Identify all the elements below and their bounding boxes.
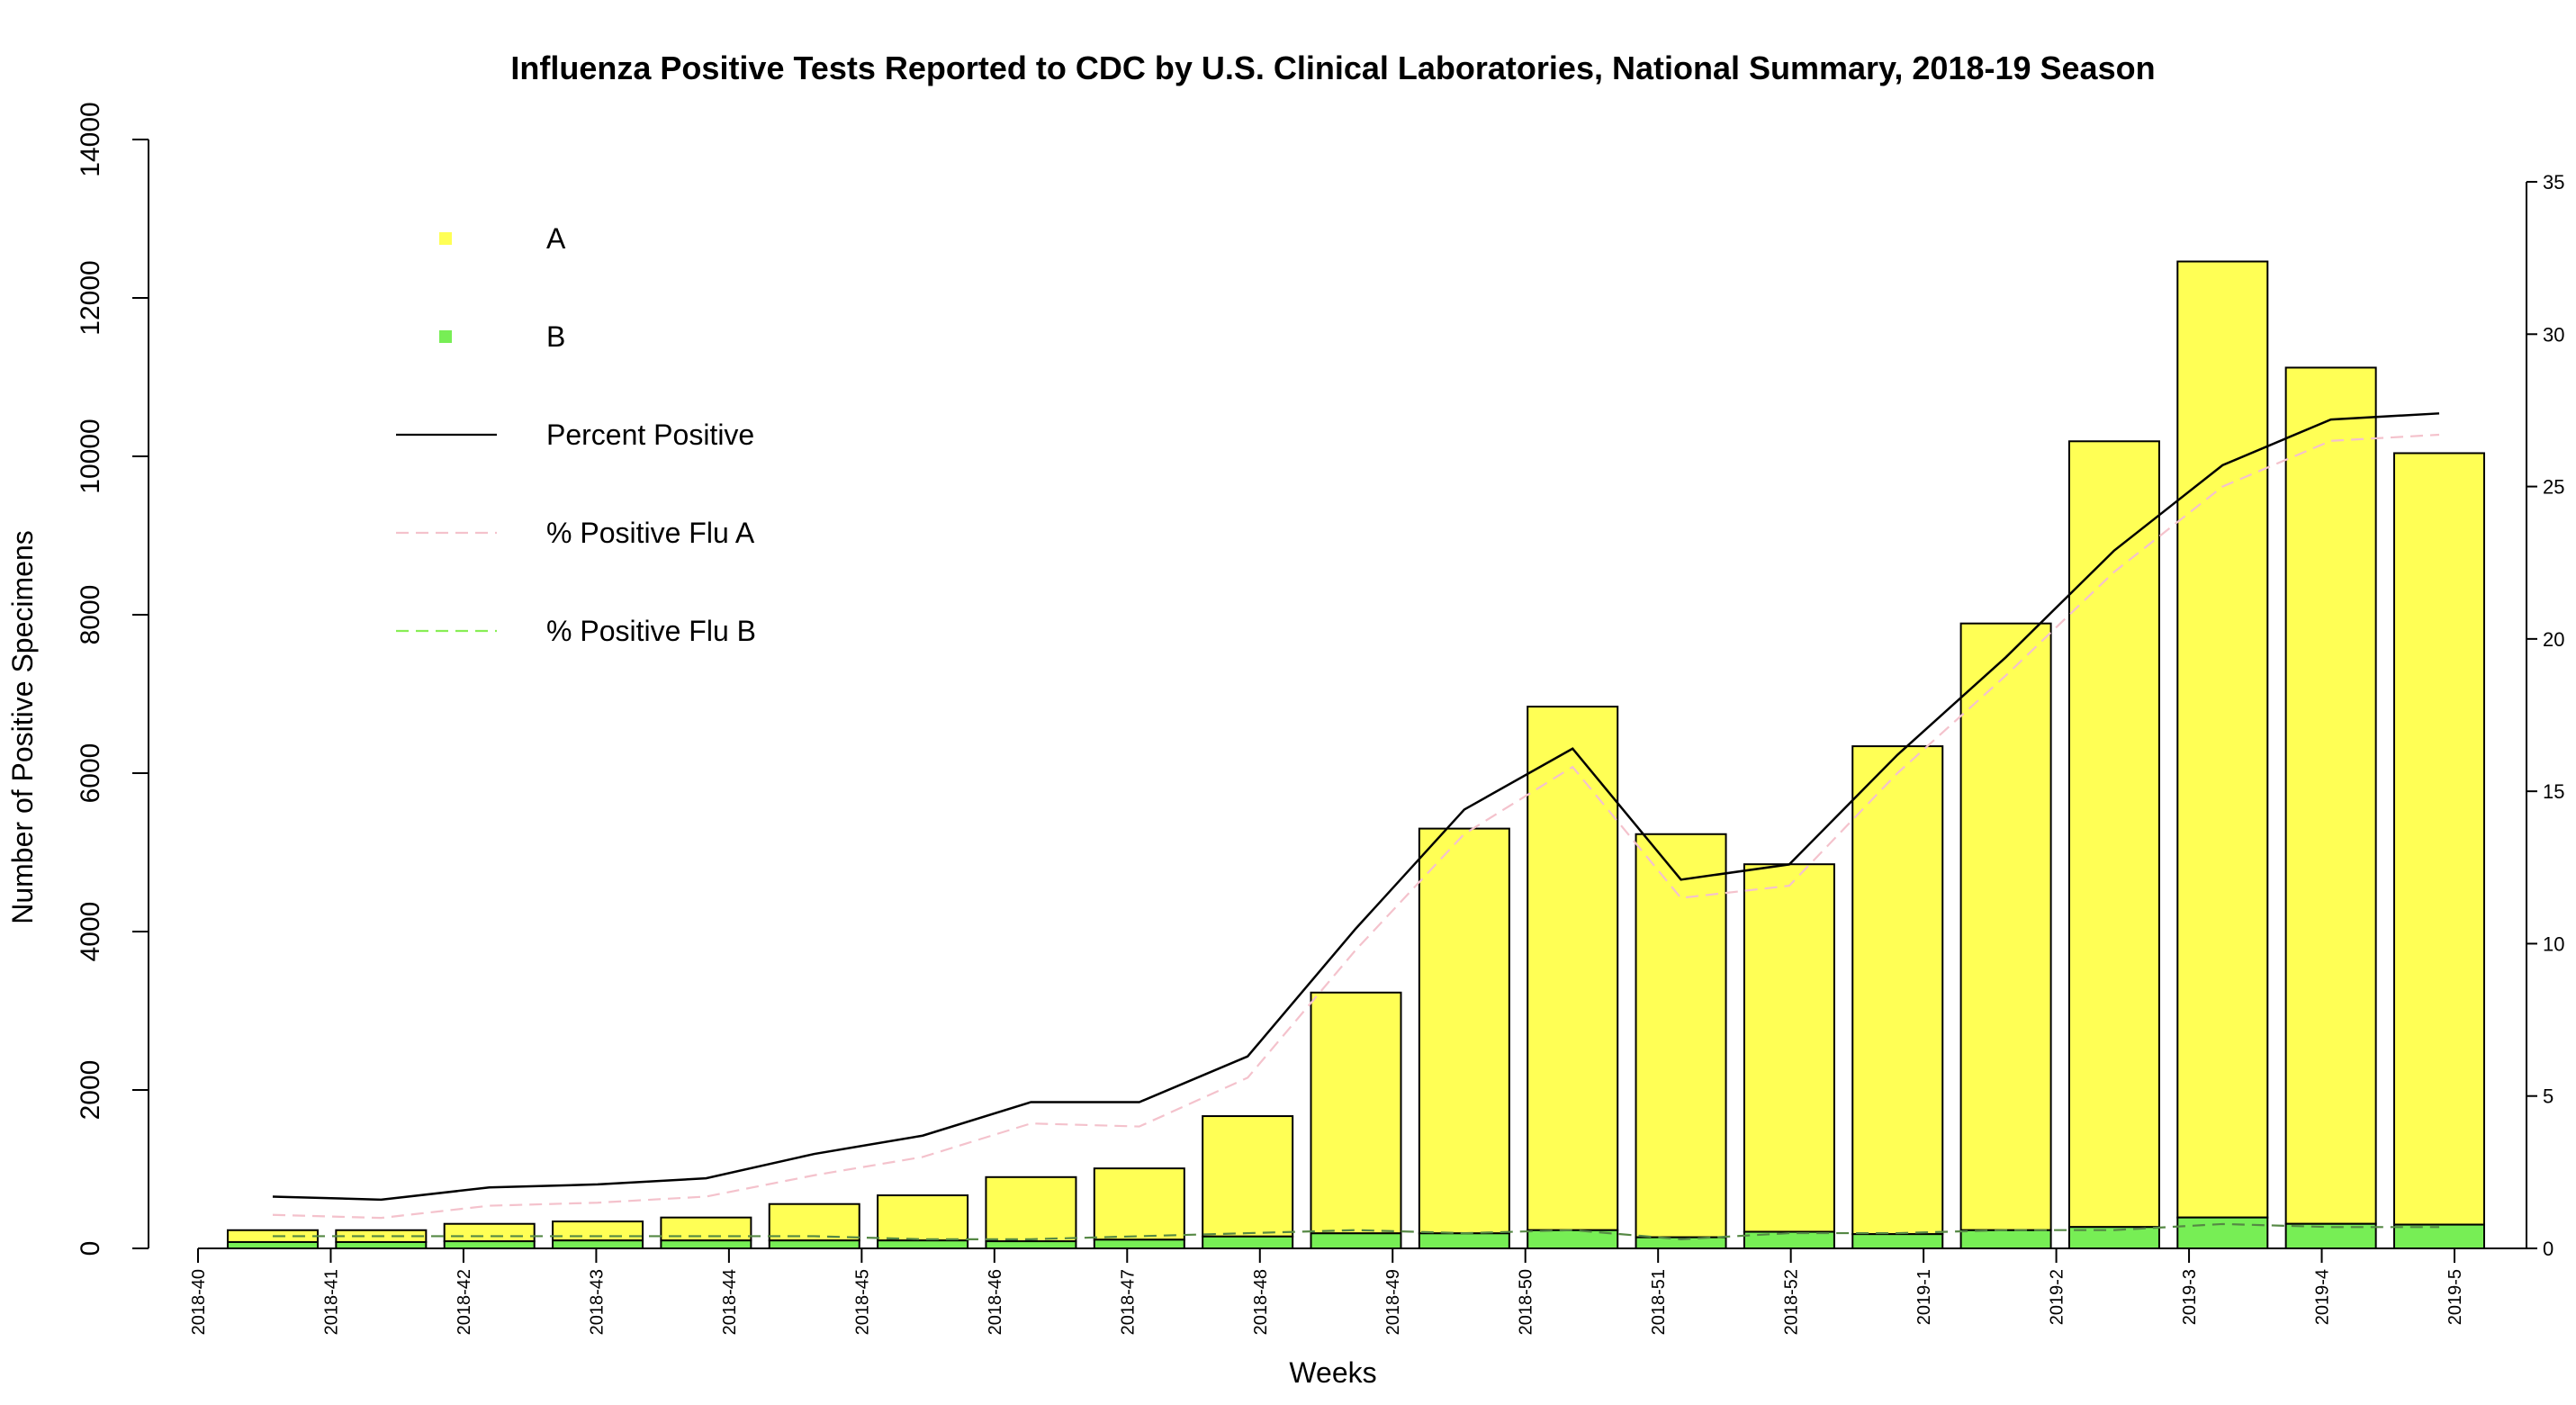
x-tick-label: 2018-51 bbox=[1649, 1269, 1669, 1335]
x-tick-label: 2019-2 bbox=[2048, 1269, 2067, 1325]
bar-flu-a bbox=[1202, 1115, 1294, 1238]
x-tick-label: 2019-4 bbox=[2313, 1269, 2333, 1325]
x-tick-label: 2018-49 bbox=[1383, 1269, 1403, 1335]
x-tick-label: 2018-46 bbox=[986, 1269, 1005, 1335]
x-tick-label: 2019-3 bbox=[2180, 1269, 2200, 1325]
bar-flu-a bbox=[2284, 366, 2377, 1225]
y-tick-label: 4000 bbox=[76, 902, 105, 962]
bar-flu-a bbox=[985, 1175, 1077, 1243]
legend-label: % Positive Flu B bbox=[546, 615, 756, 647]
legend-swatch bbox=[439, 330, 452, 343]
legend: A B Percent Positive % Positive Flu A % Posi… bbox=[396, 222, 756, 647]
axes-layer: 0 2000 4000 6000 8000 10000 12000 14000 2018-40 2… bbox=[76, 102, 2564, 1335]
y2-tick-label: 15 bbox=[2543, 780, 2564, 803]
bars-layer bbox=[227, 260, 2485, 1250]
x-tick-label: 2018-43 bbox=[587, 1269, 607, 1335]
x-tick-label: 2019-1 bbox=[1914, 1269, 1934, 1325]
bar-flu-a bbox=[1527, 706, 1619, 1231]
y-tick-label: 14000 bbox=[76, 102, 105, 176]
bar-flu-b bbox=[2176, 1216, 2269, 1250]
y-tick-label: 2000 bbox=[76, 1060, 105, 1121]
bar-flu-b bbox=[2393, 1223, 2485, 1249]
y2-tick-label: 10 bbox=[2543, 932, 2564, 955]
bar-flu-a bbox=[1310, 991, 1402, 1235]
bar-flu-b bbox=[985, 1240, 1077, 1249]
bar-flu-a bbox=[1743, 863, 1835, 1233]
bar-flu-a bbox=[877, 1194, 969, 1242]
x-tick-label: 2018-52 bbox=[1782, 1269, 1802, 1335]
percent-positive-flu-a-line bbox=[272, 433, 2440, 1220]
bar-flu-b bbox=[1851, 1233, 1944, 1250]
percent-positive-flu-b-line bbox=[273, 1222, 2439, 1240]
bar-flu-b bbox=[1202, 1235, 1294, 1250]
y2-tick-label: 30 bbox=[2543, 323, 2564, 346]
bar-flu-a bbox=[2176, 260, 2269, 1219]
x-tick-label: 2018-44 bbox=[720, 1269, 740, 1335]
bar-flu-a bbox=[2393, 452, 2485, 1226]
x-tick-label: 2018-47 bbox=[1118, 1269, 1138, 1335]
bar-flu-b bbox=[552, 1239, 644, 1249]
x-tick-label: 2018-40 bbox=[189, 1269, 209, 1335]
bar-flu-a bbox=[1093, 1167, 1185, 1241]
bar-flu-a bbox=[443, 1222, 536, 1243]
legend-label: B bbox=[546, 320, 565, 353]
y-tick-label: 6000 bbox=[76, 743, 105, 804]
lines-layer bbox=[272, 412, 2440, 1240]
bar-flu-b bbox=[443, 1240, 536, 1249]
y2-tick-label: 25 bbox=[2543, 476, 2564, 499]
bar-flu-b bbox=[877, 1239, 969, 1249]
x-tick-label: 2018-41 bbox=[321, 1269, 341, 1335]
bar-flu-b bbox=[1093, 1238, 1185, 1249]
bar-flu-b bbox=[1310, 1232, 1402, 1250]
bar-flu-a bbox=[1959, 622, 2052, 1231]
x-tick-label: 2018-45 bbox=[852, 1269, 872, 1335]
bar-flu-b bbox=[1418, 1232, 1510, 1250]
y-tick-label: 10000 bbox=[76, 419, 105, 493]
x-axis-title: Weeks bbox=[1289, 1356, 1376, 1389]
bar-flu-b bbox=[768, 1239, 860, 1249]
x-tick-label: 2018-42 bbox=[455, 1269, 474, 1335]
percent-positive-line bbox=[272, 412, 2440, 1202]
bar-flu-b bbox=[335, 1240, 428, 1249]
bar-flu-a bbox=[552, 1220, 644, 1242]
bar-flu-b bbox=[1959, 1229, 2052, 1250]
x-tick-label: 2019-5 bbox=[2445, 1269, 2465, 1325]
y2-tick-label: 5 bbox=[2543, 1085, 2553, 1108]
y-tick-label: 8000 bbox=[76, 585, 105, 645]
bar-flu-a bbox=[768, 1202, 860, 1242]
legend-label: Percent Positive bbox=[546, 419, 754, 451]
legend-swatch bbox=[439, 232, 452, 245]
bar-flu-a bbox=[2067, 440, 2160, 1229]
bar-flu-a bbox=[1851, 745, 1944, 1236]
y2-tick-label: 0 bbox=[2543, 1238, 2553, 1260]
y-axis-title: Number of Positive Specimens bbox=[6, 530, 39, 924]
bar-flu-a bbox=[1418, 827, 1510, 1235]
legend-label: A bbox=[546, 222, 566, 255]
y2-tick-label: 20 bbox=[2543, 628, 2564, 651]
x-tick-label: 2018-48 bbox=[1251, 1269, 1271, 1335]
legend-label: % Positive Flu A bbox=[546, 517, 755, 549]
chart-title: Influenza Positive Tests Reported to CDC… bbox=[510, 50, 2155, 86]
y-tick-label: 12000 bbox=[76, 260, 105, 335]
bar-flu-b bbox=[227, 1240, 319, 1249]
x-tick-label: 2018-50 bbox=[1517, 1269, 1536, 1335]
y2-tick-label: 35 bbox=[2543, 171, 2564, 194]
y-tick-label: 0 bbox=[76, 1241, 105, 1256]
bar-flu-b bbox=[660, 1239, 752, 1249]
